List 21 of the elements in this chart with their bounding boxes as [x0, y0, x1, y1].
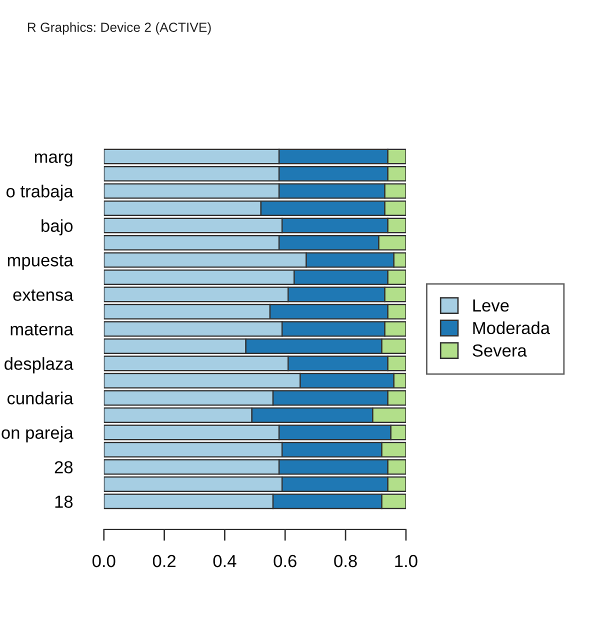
x-tick-label: 0.0 [92, 554, 116, 568]
x-tick-label: 0.2 [152, 554, 176, 568]
x-tick-label: 0.4 [213, 554, 236, 568]
y-tick-label: marg [34, 153, 72, 166]
x-tick-label: 1.0 [395, 554, 418, 568]
text: R Graphics: Device 2 (ACTIVE) [28, 22, 211, 35]
y-tick-label: on pareja [2, 426, 74, 442]
y-tick-label: desplaza [4, 357, 74, 374]
y-tick-label: mpuesta [8, 255, 74, 270]
x-tick-label: 0.8 [334, 554, 357, 568]
x-tick-label: 0.6 [274, 554, 296, 568]
y-tick-label: 28 [54, 461, 73, 474]
y-tick-label: bajo [42, 219, 73, 236]
legend-label: Severa [472, 344, 527, 357]
y-tick-label: cundaria [7, 392, 74, 404]
y-tick-label: materna [10, 324, 74, 336]
y-tick-label: o trabaja [6, 184, 74, 201]
y-tick-label: extensa [13, 290, 74, 301]
legend-label: Leve [473, 300, 509, 312]
legend-label: Moderada [473, 321, 550, 334]
y-tick-label: 18 [55, 496, 73, 508]
